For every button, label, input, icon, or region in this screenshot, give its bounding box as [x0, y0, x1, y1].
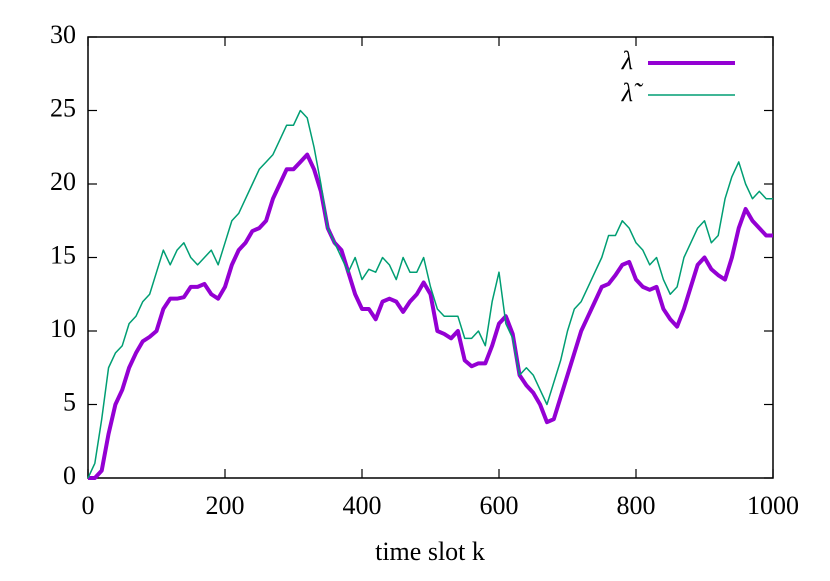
y-tick-label: 10	[50, 314, 76, 343]
y-tick-label: 30	[50, 20, 76, 49]
x-tick-label: 0	[82, 491, 95, 520]
series-line	[88, 152, 773, 480]
y-tick-label: 20	[50, 167, 76, 196]
x-tick-label: 200	[206, 491, 245, 520]
y-tick-label: 5	[63, 387, 76, 416]
y-tick-label: 0	[63, 461, 76, 490]
x-axis-label: time slot k	[375, 537, 485, 566]
legend-label: λ	[621, 46, 633, 75]
x-tick-label: 1000	[747, 491, 799, 520]
series-line	[87, 109, 773, 479]
x-tick-label: 400	[343, 491, 382, 520]
legend-label: λ̃	[621, 78, 644, 107]
x-tick-label: 600	[480, 491, 519, 520]
x-tick-label: 800	[617, 491, 656, 520]
y-tick-label: 15	[50, 240, 76, 269]
y-tick-label: 25	[50, 93, 76, 122]
